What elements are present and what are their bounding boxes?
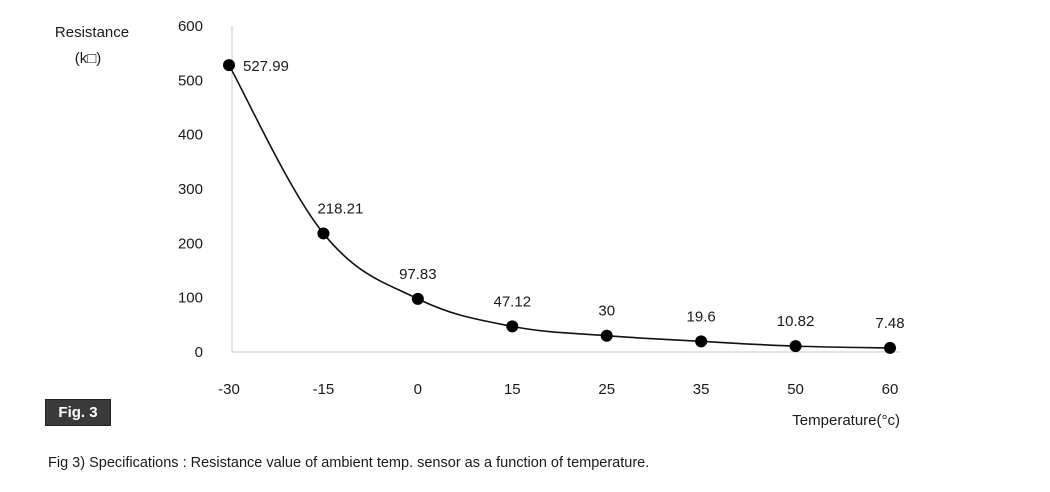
- x-tick-label: 35: [693, 381, 710, 398]
- data-label: 10.82: [777, 313, 815, 330]
- data-label: 19.6: [687, 308, 716, 325]
- x-tick-label: 0: [414, 381, 422, 398]
- y-tick-label: 400: [178, 127, 203, 144]
- y-tick-label: 500: [178, 72, 203, 89]
- tick-labels: 0 100 200 300 400 500 600 -30 -15 0 15 25 35 50 60: [178, 18, 898, 398]
- data-label: 97.83: [399, 266, 437, 283]
- x-axis-title: Temperature(°c): [792, 412, 900, 429]
- data-point: [411, 292, 424, 305]
- axes: [231, 26, 900, 353]
- y-tick-label: 600: [178, 18, 203, 35]
- y-tick-label: 300: [178, 181, 203, 198]
- x-tick-label: 15: [504, 381, 521, 398]
- y-tick-label: 200: [178, 235, 203, 252]
- data-point: [223, 59, 235, 72]
- data-label: 527.99: [243, 58, 289, 75]
- x-tick-label: -15: [313, 381, 335, 398]
- data-label: 218.21: [317, 200, 363, 217]
- data-point: [600, 329, 613, 342]
- data-label: 30: [598, 303, 615, 320]
- x-tick-label: -30: [218, 381, 240, 398]
- data-labels: 527.99 218.21 97.83 47.12 30 19.6 10.82 7.48: [243, 58, 905, 332]
- y-tick-label: 100: [178, 290, 203, 307]
- data-points: [223, 59, 896, 354]
- figure-caption: Fig 3) Specifications : Resistance value…: [48, 455, 650, 471]
- y-axis-title-line2: (k□): [75, 50, 102, 67]
- data-point: [506, 320, 519, 333]
- x-tick-label: 50: [787, 381, 804, 398]
- data-label: 47.12: [494, 293, 532, 310]
- data-point: [789, 340, 802, 353]
- figure-badge: Fig. 3: [45, 399, 111, 426]
- y-tick-label: 0: [195, 344, 203, 361]
- data-label: 7.48: [875, 315, 904, 332]
- x-tick-label: 25: [598, 381, 615, 398]
- data-point: [695, 335, 708, 348]
- y-axis-title-line1: Resistance: [55, 24, 129, 41]
- data-point: [317, 227, 330, 240]
- data-point: [884, 341, 896, 354]
- x-tick-label: 60: [882, 381, 899, 398]
